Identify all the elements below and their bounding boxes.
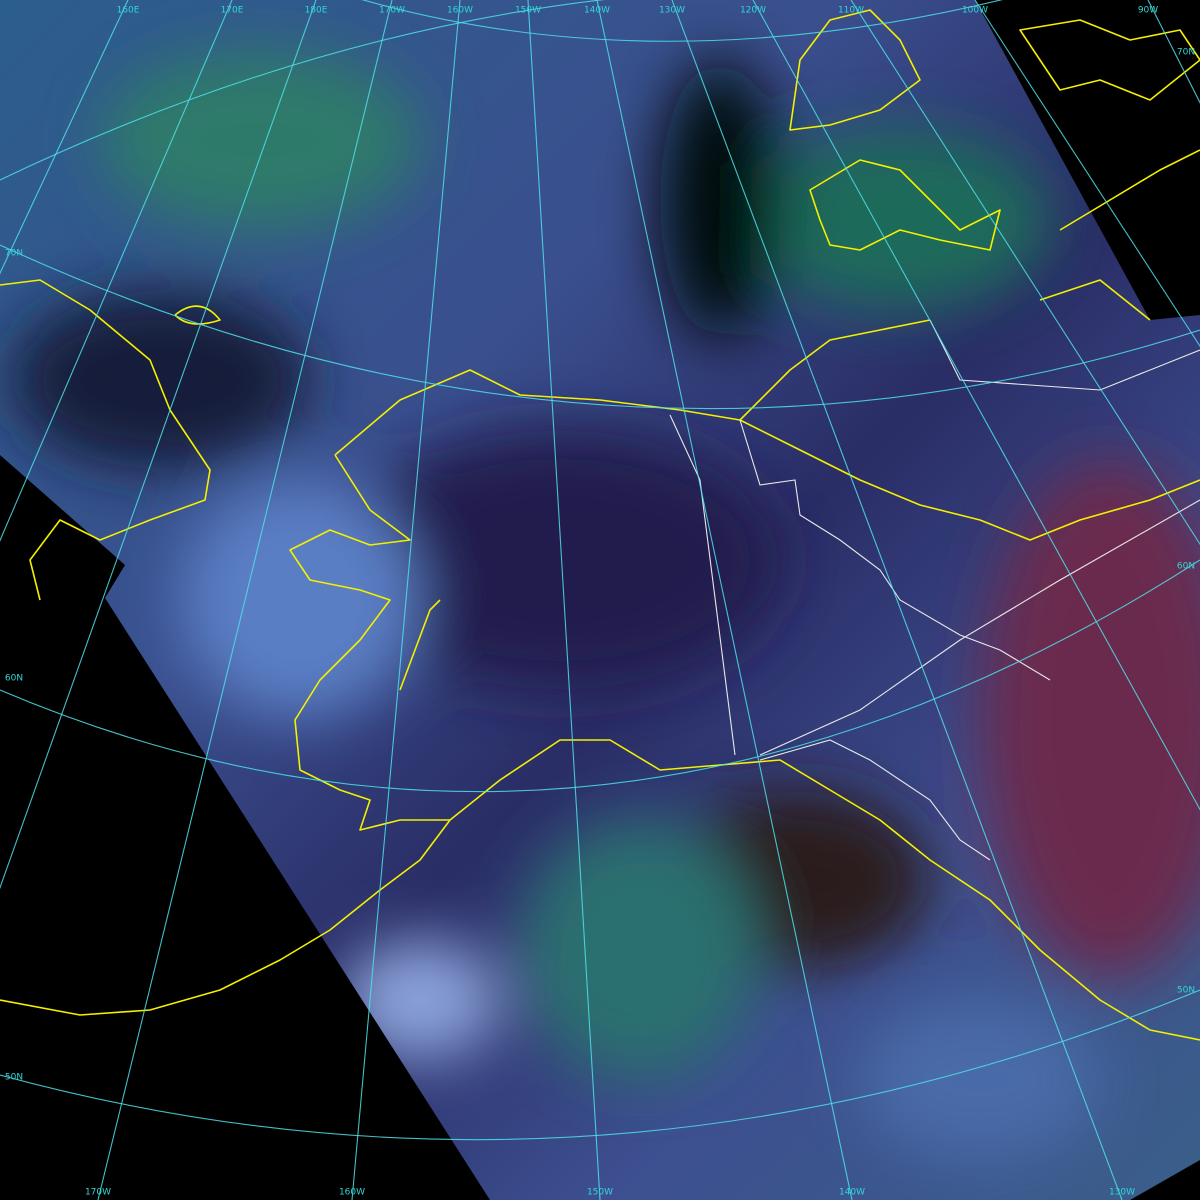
meridian-label: 170W [379,6,405,16]
meridian [752,0,1200,811]
meridian [527,0,601,1200]
parallel-label: 50N [5,1073,23,1083]
parallel-label: 60N [5,674,23,684]
meridian [671,0,1123,1200]
meridian [351,0,461,1200]
parallel-label: 70N [5,249,23,259]
meridian-label: 150W [587,1188,613,1198]
meridian-label: 160E [117,6,140,16]
meridian-label: 180E [305,6,328,16]
meridian-label: 140W [839,1188,865,1198]
parallel [361,0,1003,42]
meridian-label: 90W [1138,6,1158,16]
parallel [0,244,1200,410]
meridian-label: 160W [339,1188,365,1198]
meridian-label: 160W [447,6,473,16]
parallel [0,559,1200,793]
meridian-label: 170W [85,1188,111,1198]
meridian [596,0,853,1200]
meridian [0,0,129,275]
coastlines [0,9,1200,1041]
meridian [97,0,393,1200]
meridian-label: 110W [838,6,864,16]
parallel-label: 50N [1177,986,1195,996]
meridian-label: 120W [740,6,766,16]
meridian [974,0,1200,348]
meridian-label: 100W [962,6,988,16]
meridian-label: 170E [221,6,244,16]
parallel-label: 70N [1177,48,1195,58]
meridian [850,0,1200,546]
parallel-label: 60N [1177,562,1195,572]
parallel [0,0,1000,181]
borders [669,319,1200,861]
meridian [0,0,233,542]
meridian [1147,0,1200,104]
meridian-label: 150W [515,6,541,16]
meridian [0,0,317,890]
graticule-labels: 160E 170E 180E 170W 160W 150W 140W 130W 120W 110W… [5,6,1195,1198]
parallel [0,989,1200,1141]
meridian-label: 140W [584,6,610,16]
meridian-label: 130W [659,6,685,16]
meridian-label: 130W [1109,1188,1135,1198]
